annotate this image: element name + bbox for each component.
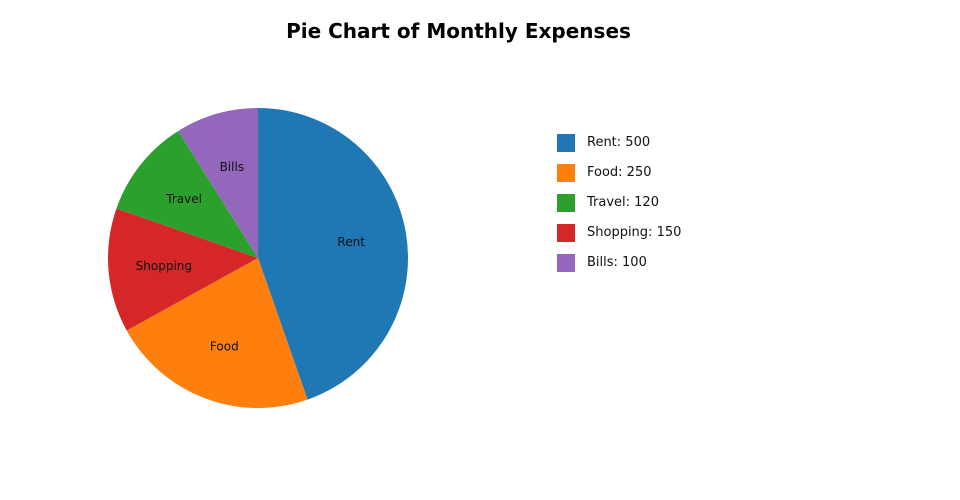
pie-slice-bills[interactable] — [178, 108, 258, 258]
legend-item-bills[interactable]: Bills: 100 — [557, 248, 681, 278]
pie-slices — [108, 108, 408, 408]
legend-swatch-rent — [557, 134, 575, 152]
legend: Rent: 500 Food: 250 Travel: 120 Shopping… — [557, 128, 681, 278]
pie-slice-labels: Rent Food Shopping Travel Bills — [136, 160, 366, 353]
pie-label-shopping: Shopping — [136, 259, 192, 273]
pie-label-food: Food — [210, 339, 239, 353]
pie-label-travel: Travel — [165, 192, 202, 206]
legend-item-shopping[interactable]: Shopping: 150 — [557, 218, 681, 248]
chart-title: Pie Chart of Monthly Expenses — [286, 19, 631, 43]
legend-swatch-shopping — [557, 224, 575, 242]
legend-item-rent[interactable]: Rent: 500 — [557, 128, 681, 158]
pie-label-rent: Rent — [337, 235, 365, 249]
legend-item-travel[interactable]: Travel: 120 — [557, 188, 681, 218]
pie-slice-food[interactable] — [126, 258, 308, 408]
legend-label-shopping: Shopping: 150 — [587, 225, 682, 240]
legend-swatch-travel — [557, 194, 575, 212]
legend-label-travel: Travel: 120 — [587, 195, 659, 210]
legend-label-rent: Rent: 500 — [587, 135, 651, 150]
pie-slice-shopping[interactable] — [108, 208, 258, 331]
pie-slice-rent[interactable] — [258, 108, 408, 400]
legend-swatch-bills — [557, 254, 575, 272]
pie-slice-travel[interactable] — [116, 130, 258, 258]
legend-swatch-food — [557, 164, 575, 182]
pie-label-bills: Bills — [220, 160, 245, 174]
legend-item-food[interactable]: Food: 250 — [557, 158, 681, 188]
legend-label-food: Food: 250 — [587, 165, 652, 180]
legend-label-bills: Bills: 100 — [587, 255, 647, 270]
